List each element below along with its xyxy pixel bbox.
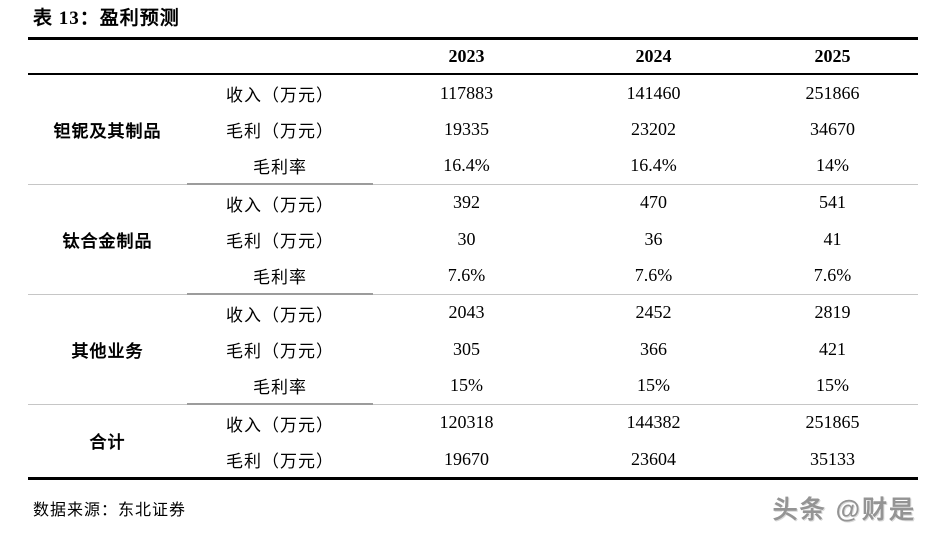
table-row: 合计 收入（万元） 120318 144382 251865 [28,404,918,452]
year-header-2023: 2023 [373,38,560,75]
table-row: 钛合金制品 收入（万元） 392 470 541 [28,184,918,295]
cell-value: 305 [453,338,480,359]
cell-value: 16.4% [373,147,560,185]
row-label: 毛利（万元） [226,231,334,251]
table-row: 毛利（万元） 305 366 421 [28,331,918,367]
table-row: 毛利（万元） 19670 23604 35133 [28,441,918,479]
year-header-2025: 2025 [747,38,918,75]
table-row: 毛利率 16.4% 16.4% 14% [28,147,918,185]
cell-value: 7.6% [560,257,747,295]
cell-value: 141460 [626,82,681,103]
data-source-note: 数据来源：东北证券 [33,502,187,519]
cell-value: 251865 [805,412,860,433]
row-label: 毛利率 [187,367,373,405]
cell-value: 392 [453,192,480,213]
group-total: 合计 收入（万元） 120318 144382 251865 毛利（万元） 19… [28,404,918,479]
cell-value: 7.6% [373,257,560,295]
row-label: 毛利（万元） [226,451,334,471]
group-label: 合计 [89,433,126,453]
cell-value: 36 [644,228,663,249]
row-label: 收入（万元） [226,85,334,105]
group-label: 钽铌及其制品 [28,74,187,185]
header-spacer [28,38,187,75]
group-tantalum-niobium: 钽铌及其制品 收入（万元） 117883 141460 251866 毛利（万元… [28,74,918,185]
cell-value: 2452 [635,302,672,323]
cell-value: 23202 [631,118,676,139]
cell-value: 34670 [810,118,855,139]
cell-value: 15% [747,367,918,405]
cell-value: 541 [819,192,846,213]
table-row: 钽铌及其制品 收入（万元） 117883 141460 251866 [28,74,918,185]
cell-value: 470 [640,192,667,213]
table-row: 毛利（万元） 19335 23202 34670 [28,111,918,147]
cell-value: 19670 [444,448,489,469]
group-other-business: 其他业务 收入（万元） 2043 2452 2819 毛利（万元） 305 36… [28,294,918,405]
cell-value: 366 [640,338,667,359]
row-label: 收入（万元） [226,195,334,215]
row-label: 毛利率 [187,257,373,295]
table-title: 表 13：盈利预测 [33,8,180,29]
year-header-2024: 2024 [560,38,747,75]
row-label: 毛利（万元） [226,121,334,141]
group-titanium-alloy: 钛合金制品 收入（万元） 392 470 541 毛利（万元） 30 36 41… [28,184,918,295]
cell-value: 2043 [448,302,485,323]
profit-forecast-table: 2023 2024 2025 钽铌及其制品 收入（万元） 117883 1414… [28,37,918,480]
cell-value: 16.4% [560,147,747,185]
cell-value: 7.6% [747,257,918,295]
row-label: 收入（万元） [226,305,334,325]
cell-value: 117883 [439,82,494,103]
cell-value: 15% [373,367,560,405]
footer: 数据来源：东北证券 头条 @财是 [33,490,916,526]
header-spacer [187,38,373,75]
row-label: 毛利率 [187,147,373,185]
cell-value: 144382 [626,412,681,433]
row-label: 收入（万元） [226,415,334,435]
cell-value: 41 [823,228,842,249]
cell-value: 30 [457,228,476,249]
header-row: 2023 2024 2025 [28,38,918,75]
cell-value: 19335 [444,118,489,139]
group-label: 钛合金制品 [28,184,187,295]
cell-value: 35133 [810,448,855,469]
table-row: 毛利率 15% 15% 15% [28,367,918,405]
report-page: 表 13：盈利预测 2023 2024 2025 钽铌及其制品 收入（万元） 1… [0,6,930,540]
group-label: 其他业务 [28,294,187,405]
cell-value: 421 [819,338,846,359]
cell-value: 2819 [814,302,851,323]
row-label: 毛利（万元） [226,341,334,361]
cell-value: 120318 [439,412,494,433]
cell-value: 14% [747,147,918,185]
cell-value: 251866 [805,82,860,103]
table-row: 毛利率 7.6% 7.6% 7.6% [28,257,918,295]
table-row: 毛利（万元） 30 36 41 [28,221,918,257]
table-row: 其他业务 收入（万元） 2043 2452 2819 [28,294,918,405]
cell-value: 15% [560,367,747,405]
cell-value: 23604 [631,448,676,469]
toutiao-watermark: 头条 @财是 [772,496,916,524]
